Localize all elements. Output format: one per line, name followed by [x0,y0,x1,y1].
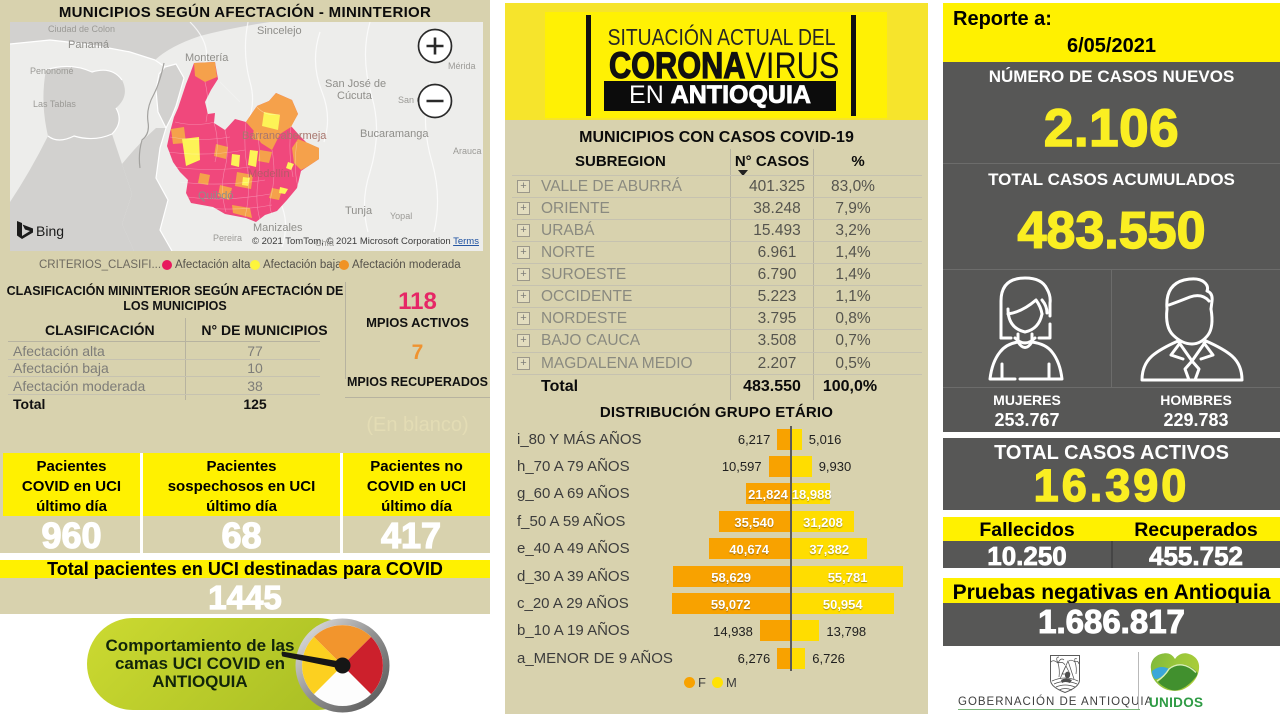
svg-text:Bing: Bing [36,223,64,239]
svg-text:San C: San C [398,95,424,105]
svg-text:Penonomé: Penonomé [30,66,74,76]
svg-text:Panamá: Panamá [68,39,110,51]
svg-text:Mérida: Mérida [448,61,476,71]
svg-text:Sincelejo: Sincelejo [257,25,302,37]
svg-text:Manizales: Manizales [253,222,303,234]
svg-text:Las Tablas: Las Tablas [33,99,76,109]
svg-text:Medellín: Medellín [248,168,290,180]
svg-text:Pereira: Pereira [213,233,242,243]
svg-text:Cúcuta: Cúcuta [337,90,373,102]
svg-text:San José de: San José de [325,78,386,90]
svg-text:Tunja: Tunja [345,205,373,217]
svg-text:Quibdó: Quibdó [198,190,233,202]
svg-text:Barrancabermeja: Barrancabermeja [242,130,327,142]
svg-text:Montería: Montería [185,52,229,64]
svg-text:Ciudad de Colon: Ciudad de Colon [48,24,115,34]
svg-text:Bucaramanga: Bucaramanga [360,128,429,140]
svg-text:Chía: Chía [315,238,334,248]
svg-text:© 2021 TomTom, © 2021 Microsof: © 2021 TomTom, © 2021 Microsoft Corporat… [252,236,479,247]
svg-text:Arauca: Arauca [453,146,482,156]
svg-text:Yopal: Yopal [390,211,412,221]
